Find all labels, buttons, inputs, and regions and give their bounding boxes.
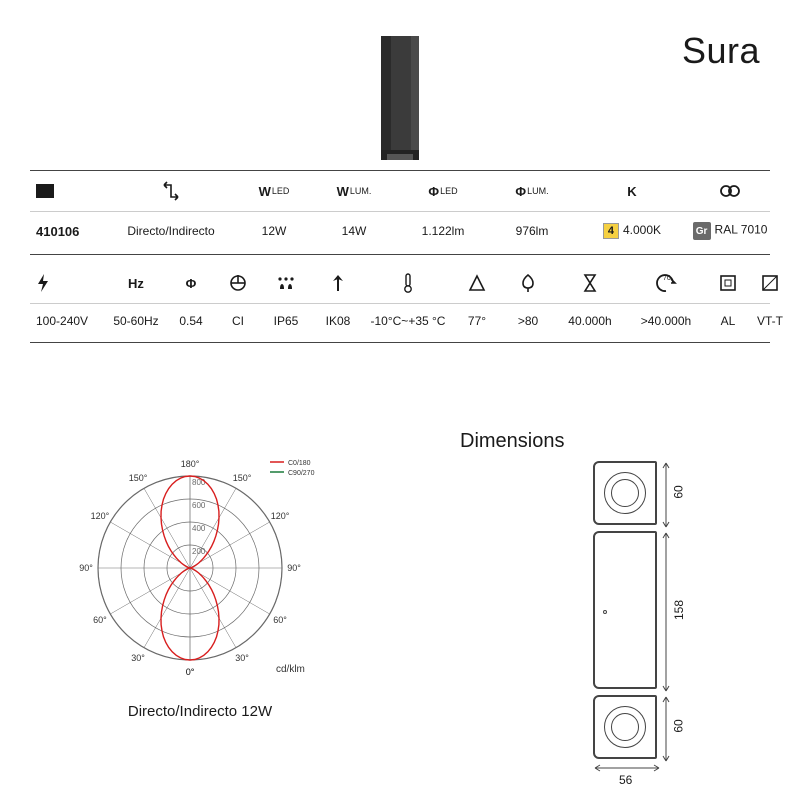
cct-badge: 4 [603,223,619,239]
cri-icon [520,273,536,293]
cri-value: >80 [502,314,554,328]
beam-value: 77° [452,314,502,328]
svg-text:120°: 120° [271,511,290,521]
bolt-icon [36,273,50,293]
product-image [365,30,435,175]
direction-icon [161,181,181,201]
spec-row1-head: W LED W LUM. Φ LED Φ LUM. K [30,170,770,212]
w-lum-header: W [337,184,349,199]
svg-text:60°: 60° [273,615,287,625]
svg-text:0°: 0° [186,667,195,677]
product-code: 410106 [30,224,106,239]
dimensions-block: Dimensions 60 158 60 56 [430,430,760,759]
l70-value: >40.000h [626,314,706,328]
spec-row1-values: 410106 Directo/Indirecto 12W 14W 1.122lm… [30,212,770,255]
svg-text:90°: 90° [287,563,301,573]
pf-value: 0.54 [166,314,216,328]
spec-row2-head: Hz Φ 70 [30,263,770,304]
w-lum-value: 14W [312,224,396,238]
dim-top-h: 60 [671,485,685,498]
rings-icon [719,183,741,199]
diffuser-icon [761,274,779,292]
w-led-header: W [259,184,271,199]
svg-text:30°: 30° [131,653,145,663]
pf-header: Φ [166,269,216,297]
finish-badge: Gr [693,222,711,240]
svg-text:200: 200 [192,547,206,556]
ik-value: IK08 [312,314,364,328]
svg-text:400: 400 [192,524,206,533]
svg-text:cd/klm: cd/klm [276,664,305,675]
k-header: K [627,184,636,199]
spec-table: W LED W LUM. Φ LED Φ LUM. K 410106 Direc… [30,170,770,343]
spec-row2-values: 100-240V 50-60Hz 0.54 CI IP65 IK08 -10°C… [30,304,770,343]
product-title: Sura [682,30,760,72]
svg-text:C0/180: C0/180 [288,460,311,467]
svg-text:120°: 120° [91,511,110,521]
life-value: 40.000h [554,314,626,328]
dim-top-view: 60 [593,461,657,525]
body-value: AL [706,314,750,328]
distribution-value: Directo/Indirecto [106,224,236,238]
svg-text:C90/270: C90/270 [288,470,315,477]
phi-lum-header: Φ [515,184,526,199]
hz-header: Hz [106,269,166,297]
svg-text:150°: 150° [233,473,252,483]
w-led-value: 12W [236,224,312,238]
beam-icon [468,274,486,292]
class-value: CI [216,314,260,328]
dimensions-title: Dimensions [460,430,760,453]
svg-text:180°: 180° [181,459,200,469]
class-icon [229,274,247,292]
temp-value: -10°C~+35 °C [364,314,452,328]
phi-led-header: Φ [428,184,439,199]
svg-text:30°: 30° [235,653,249,663]
svg-text:70: 70 [663,275,671,282]
temp-icon [402,273,414,293]
freq-value: 50-60Hz [106,314,166,328]
diffuser-value: VT-T [750,314,790,328]
phi-lum-value: 976lm [490,224,574,238]
polar-caption: Directo/Indirecto 12W [70,703,330,720]
dim-bottom-view: 60 56 [593,695,657,759]
phi-led-value: 1.122lm [396,224,490,238]
dim-front-view: 158 [593,531,657,689]
ip-value: IP65 [260,314,312,328]
svg-text:90°: 90° [79,563,93,573]
dim-bot-h: 60 [671,719,685,732]
body-icon [719,274,737,292]
cct-value: 44.000K [574,223,690,239]
svg-text:150°: 150° [129,473,148,483]
ip-icon [276,274,296,292]
hourglass-icon [583,273,597,293]
swatch-icon [36,184,54,198]
l70-icon: 70 [655,273,677,293]
dim-mid-h: 158 [672,600,686,620]
svg-text:60°: 60° [93,615,107,625]
dim-width: 56 [619,773,632,787]
svg-text:800: 800 [192,478,206,487]
svg-text:600: 600 [192,501,206,510]
polar-chart: 2004006008000°0°30°30°60°60°90°90°120°12… [70,450,330,720]
voltage-value: 100-240V [30,314,106,328]
ik-icon [329,273,347,293]
finish-value: GrRAL 7010 [690,222,770,240]
